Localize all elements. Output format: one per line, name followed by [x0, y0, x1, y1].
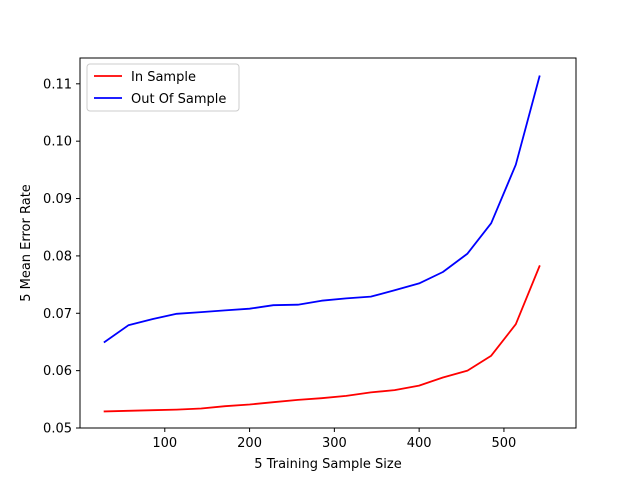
series-line-out-of-sample [103, 75, 541, 344]
y-tick-label: 0.05 [43, 422, 72, 437]
y-axis-label: 5 Mean Error Rate [19, 184, 34, 302]
x-tick-label: 500 [492, 436, 517, 451]
series-line-in-sample [103, 265, 541, 413]
x-tick-label: 400 [407, 436, 432, 451]
x-axis: 100 200 300 400 500 [152, 428, 516, 451]
legend-frame [86, 63, 240, 112]
y-tick-label: 0.11 [43, 77, 72, 92]
y-tick-label: 0.10 [43, 135, 72, 150]
x-tick-label: 200 [237, 436, 262, 451]
legend: In Sample Out Of Sample [86, 63, 240, 112]
x-tick-label: 100 [152, 436, 177, 451]
legend-label-in-sample: In Sample [131, 70, 196, 85]
y-tick-label: 0.09 [43, 192, 72, 207]
plot-area [80, 58, 576, 428]
y-tick-label: 0.06 [43, 364, 72, 379]
plot-frame [79, 57, 577, 429]
y-axis: 0.05 0.06 0.07 0.08 0.09 0.10 0.11 [43, 77, 80, 437]
x-tick-label: 300 [322, 436, 347, 451]
y-tick-label: 0.07 [43, 307, 72, 322]
y-tick-label: 0.08 [43, 249, 72, 264]
series-layer [103, 75, 541, 413]
x-axis-label: 5 Training Sample Size [254, 457, 401, 472]
legend-label-out-of-sample: Out Of Sample [131, 92, 226, 107]
